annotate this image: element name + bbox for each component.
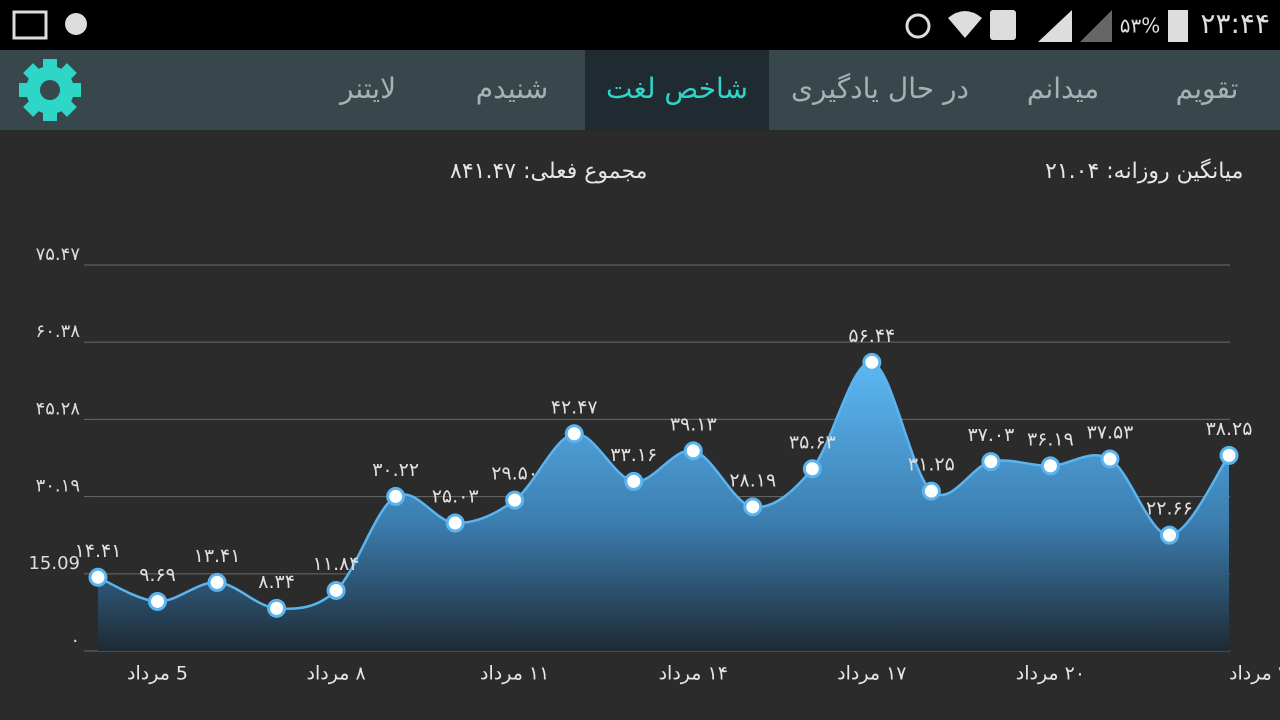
- tab[interactable]: میدانم: [1027, 72, 1099, 105]
- tab-label[interactable]: شاخص لغت: [606, 72, 748, 105]
- y-tick-label: 15.09: [28, 553, 80, 574]
- value-label: ۳۱.۲۵: [908, 454, 955, 476]
- value-label: ۲۲.۶۶: [1146, 498, 1193, 520]
- tab-label[interactable]: لایتنر: [338, 72, 396, 105]
- point: [1100, 449, 1120, 469]
- value-label: ۳۷.۰۳: [967, 424, 1014, 446]
- point: [505, 490, 525, 510]
- y-tick-label: ۳۰.۱۹: [36, 476, 80, 497]
- x-tick-label: ۲۳ مرداد: [1229, 663, 1280, 685]
- point: [743, 497, 763, 517]
- point: [624, 471, 644, 491]
- gear-hole: [40, 80, 60, 100]
- area: [98, 362, 1229, 651]
- value-label: ۳۹.۱۳: [670, 413, 717, 435]
- point: [862, 352, 882, 372]
- x-tick-label: ۸ مرداد: [307, 663, 366, 685]
- x-tick-label: 5 مرداد: [127, 663, 188, 685]
- tab-label[interactable]: شنیدم: [476, 72, 548, 105]
- tabs: تقویم میدانم در حال یادگیری شاخص لغت شنیدم لا…: [338, 50, 1238, 130]
- wifi-icon: [948, 11, 982, 38]
- value-label: ۳۵.۶۳: [789, 431, 836, 453]
- point: [148, 591, 168, 611]
- value-label: ۲۵.۰۳: [432, 485, 479, 507]
- tab-active-bg: [585, 50, 769, 130]
- value-label: ۴۲.۴۷: [551, 396, 598, 418]
- point: [207, 572, 227, 592]
- tab[interactable]: در حال یادگیری: [791, 72, 969, 105]
- y-tick-label: ۰: [70, 630, 80, 651]
- value-label: ۹.۶۹: [139, 564, 176, 586]
- value-label: ۲۹.۵۰: [491, 463, 538, 485]
- value-label: ۵۶.۴۴: [848, 325, 895, 347]
- value-label: ۲۸.۱۹: [729, 469, 776, 491]
- point: [802, 459, 822, 479]
- y-tick-label: ۴۵.۲۸: [36, 398, 81, 419]
- x-tick-label: ۱۴ مرداد: [659, 663, 728, 685]
- point: [1040, 456, 1060, 476]
- point: [445, 513, 465, 533]
- point: [564, 424, 584, 444]
- tab-label[interactable]: در حال یادگیری: [791, 72, 969, 105]
- image-icon: [12, 10, 48, 40]
- value-label: ۳۰.۲۲: [372, 459, 419, 481]
- value-label: ۳۶.۱۹: [1027, 428, 1074, 450]
- x-tick-label: ۱۱ مرداد: [480, 663, 549, 685]
- value-label: ۳۸.۲۵: [1206, 418, 1253, 440]
- x-tick-label: ۲۰ مرداد: [1016, 663, 1085, 685]
- notify-icon: [65, 13, 87, 35]
- status-bar: [0, 0, 1280, 50]
- point: [267, 598, 287, 618]
- battery-text: ۵۳%: [1120, 14, 1161, 38]
- value-label: ۳۳.۱۶: [610, 444, 657, 466]
- signal-icon-2: [1080, 10, 1112, 42]
- point: [88, 567, 108, 587]
- clock: ۲۳:۴۴: [1200, 7, 1270, 40]
- y-tick-label: ۷۵.۴۷: [36, 244, 81, 265]
- x-tick-label: ۱۷ مرداد: [837, 663, 906, 685]
- point: [683, 441, 703, 461]
- point: [326, 580, 346, 600]
- value-label: ۱۱.۸۴: [313, 553, 360, 575]
- tab-label[interactable]: تقویم: [1176, 72, 1239, 105]
- y-tick-label: ۶۰.۳۸: [36, 321, 81, 342]
- point: [921, 481, 941, 501]
- point: [386, 486, 406, 506]
- tab[interactable]: لایتنر: [338, 72, 396, 105]
- current-total: مجموع فعلی: ۸۴۱.۴۷: [450, 159, 647, 184]
- battery-icon: [1168, 10, 1188, 42]
- point: [981, 452, 1001, 472]
- signal-icon: [1038, 10, 1072, 42]
- value-label: ۸.۳۴: [258, 571, 295, 593]
- phone-icon: [990, 10, 1016, 40]
- point: [1159, 525, 1179, 545]
- daily-average: میانگین روزانه: ۲۱.۰۴: [1045, 158, 1243, 184]
- tab[interactable]: شاخص لغت: [585, 50, 769, 130]
- tab[interactable]: شنیدم: [476, 72, 548, 105]
- value-label: ۱۴.۴۱: [75, 540, 122, 562]
- point: [1219, 445, 1239, 465]
- chart: ۰ 15.09 ۳۰.۱۹ ۴۵.۲۸ ۶۰.۳۸ ۷۵.۴۷ ۱۴.۴۱ ۹.۶۹ ۱۳.۴۱…: [28, 244, 1280, 685]
- alarm-icon: [905, 13, 931, 39]
- tab[interactable]: تقویم: [1176, 72, 1239, 105]
- settings-button[interactable]: [19, 59, 81, 121]
- value-label: ۳۷.۵۳: [1087, 422, 1134, 444]
- tab-label[interactable]: میدانم: [1027, 72, 1099, 105]
- value-label: ۱۳.۴۱: [194, 545, 241, 567]
